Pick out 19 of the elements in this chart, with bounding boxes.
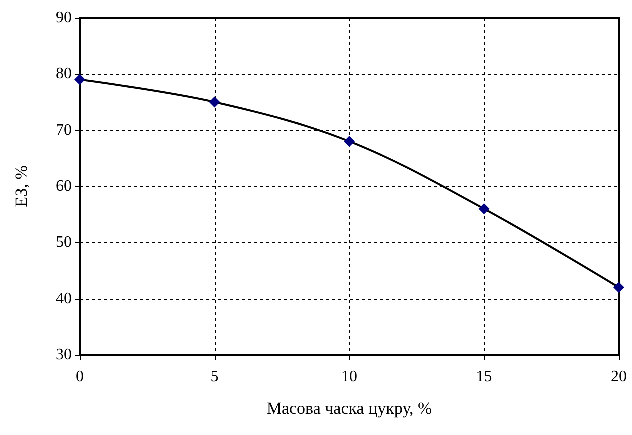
y-tick-label: 90 [56, 10, 72, 26]
y-tick-label: 60 [56, 178, 72, 195]
point [209, 96, 220, 108]
y-tick-label: 70 [56, 122, 72, 139]
point [344, 136, 355, 148]
x-tick-label: 15 [476, 368, 492, 386]
y-tick-label: 30 [56, 346, 72, 364]
point [614, 282, 624, 294]
x-tick-label: 0 [76, 368, 84, 386]
point [478, 203, 490, 214]
y-tick-label: 80 [56, 66, 72, 83]
point [74, 74, 86, 86]
y-tick-label: 50 [56, 234, 72, 252]
x-tick-label: 10 [342, 368, 358, 386]
y-tick-label: 40 [56, 290, 72, 308]
x-tick-label: 5 [210, 368, 219, 386]
x-tick-label: 20 [611, 368, 627, 386]
y-axis-title: ЕЗ, % [12, 166, 31, 208]
x-axis-title: Масова часка цукру, % [266, 399, 432, 418]
